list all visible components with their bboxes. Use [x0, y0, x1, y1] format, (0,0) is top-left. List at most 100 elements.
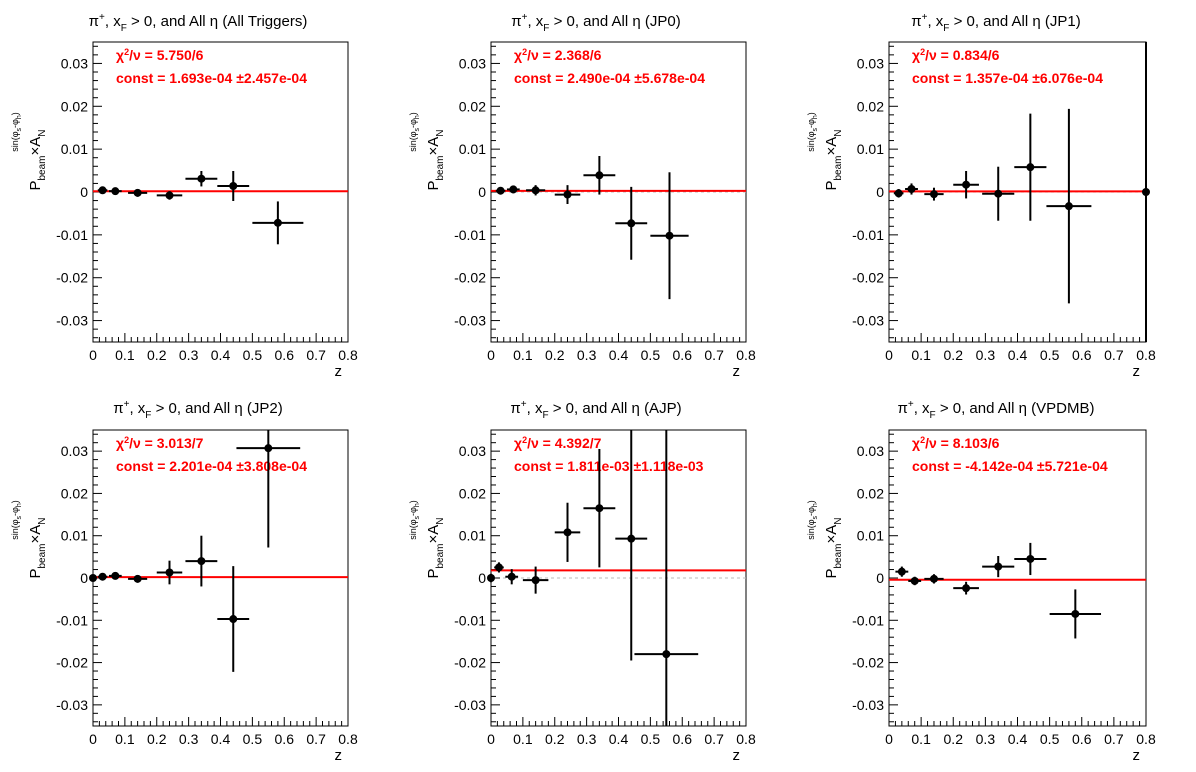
x-tick-label: 0.7 — [306, 731, 326, 747]
y-tick-label: 0.03 — [459, 55, 486, 71]
y-tick-label: 0.03 — [857, 443, 884, 459]
x-tick-label: 0 — [885, 731, 893, 747]
data-point — [994, 189, 1003, 198]
y-tick-label: -0.01 — [454, 227, 486, 243]
chart-title: π+, xF > 0, and All η (VPDMB) — [898, 399, 1095, 421]
x-tick-label: 0.5 — [641, 731, 661, 747]
chi2-stat: χ2/ν = 4.392/7 — [514, 435, 602, 451]
x-tick-label: 0.5 — [1040, 347, 1060, 363]
y-tick-label: 0.02 — [459, 485, 486, 501]
x-axis-label: z — [335, 747, 343, 764]
y-tick-label: -0.01 — [56, 612, 88, 628]
x-tick-label: 0.7 — [704, 347, 724, 363]
data-point — [897, 567, 906, 576]
y-tick-label: -0.01 — [852, 227, 884, 243]
x-axis-label: z — [733, 747, 741, 764]
x-tick-label: 0.1 — [115, 731, 135, 747]
data-point — [662, 650, 671, 659]
y-tick-label: -0.01 — [852, 612, 884, 628]
y-tick-label: -0.01 — [56, 227, 88, 243]
plot-panel: π+, xF > 0, and All η (AJP) 0 0.1 0.2 0.3 0.4… — [408, 399, 756, 764]
x-tick-label: 0.5 — [243, 347, 263, 363]
plot-panel: π+, xF > 0, and All η (JP1) 0 0.1 0.2 0.3 0.4… — [806, 12, 1156, 380]
x-tick-label: 0 — [885, 347, 893, 363]
x-tick-label: 0.6 — [275, 731, 295, 747]
y-tick-label: -0.02 — [454, 655, 486, 671]
x-tick-label: 0.8 — [736, 347, 756, 363]
x-tick-label: 0.2 — [147, 347, 167, 363]
data-point — [894, 189, 903, 198]
y-tick-label: 0 — [80, 184, 88, 200]
plot-panel: π+, xF > 0, and All η (All Triggers) 0 0.1… — [10, 12, 358, 380]
y-tick-label: 0.01 — [61, 528, 88, 544]
y-tick-label: 0.01 — [857, 141, 884, 157]
x-tick-label: 0.4 — [211, 731, 231, 747]
data-point — [1064, 202, 1073, 211]
x-axis-label: z — [335, 363, 343, 380]
data-point — [531, 576, 540, 585]
data-point — [1026, 163, 1035, 172]
plot-panel: π+, xF > 0, and All η (JP0) 0 0.1 0.2 0.3 0.4… — [408, 12, 756, 380]
y-axis-label: Pbeam×AN — [27, 129, 48, 190]
y-axis-label-superscript: sin(φs-φh) — [806, 500, 819, 540]
x-tick-label: 0.7 — [1104, 731, 1124, 747]
y-tick-label: -0.02 — [454, 270, 486, 286]
data-point — [165, 568, 174, 577]
data-point — [994, 562, 1003, 571]
x-tick-label: 0.3 — [577, 731, 597, 747]
x-tick-label: 0.5 — [1040, 731, 1060, 747]
y-axis-label-superscript: sin(φs-φh) — [806, 112, 819, 152]
x-tick-label: 0.6 — [1072, 731, 1092, 747]
y-tick-label: 0 — [876, 184, 884, 200]
data-point — [496, 186, 505, 195]
x-axis-label: z — [733, 363, 741, 380]
const-fit-stat: const = 1.357e-04 ±6.076e-04 — [912, 70, 1103, 86]
data-point — [98, 186, 107, 195]
y-tick-label: 0.03 — [857, 55, 884, 71]
data-point — [89, 574, 97, 582]
data-point — [1026, 554, 1035, 563]
x-tick-label: 0.3 — [976, 731, 996, 747]
y-tick-label: -0.02 — [852, 655, 884, 671]
y-tick-label: -0.03 — [56, 313, 88, 329]
data-point — [133, 188, 142, 197]
x-tick-label: 0 — [89, 731, 97, 747]
const-fit-stat: const = 1.811e-03 ±1.118e-03 — [514, 458, 704, 474]
x-tick-label: 0.4 — [1008, 347, 1028, 363]
y-axis-label: Pbeam×AN — [823, 129, 844, 190]
y-axis-label: Pbeam×AN — [823, 517, 844, 578]
y-tick-label: 0.01 — [459, 141, 486, 157]
x-tick-label: 0.3 — [179, 347, 199, 363]
x-tick-label: 0.3 — [976, 347, 996, 363]
chi2-stat: χ2/ν = 0.834/6 — [912, 47, 1000, 63]
x-tick-label: 0 — [487, 347, 495, 363]
const-fit-stat: const = -4.142e-04 ±5.721e-04 — [912, 458, 1108, 474]
x-axis-label: z — [1133, 363, 1141, 380]
x-tick-label: 0.7 — [306, 347, 326, 363]
x-tick-label: 0.4 — [1008, 731, 1028, 747]
x-tick-label: 0.7 — [704, 731, 724, 747]
x-tick-label: 0 — [487, 731, 495, 747]
plot-panel: π+, xF > 0, and All η (JP2) 0 0.1 0.2 0.3 0.4… — [10, 399, 358, 764]
y-tick-label: -0.02 — [56, 270, 88, 286]
x-tick-label: 0.5 — [243, 731, 263, 747]
chart-title: π+, xF > 0, and All η (JP0) — [511, 12, 680, 34]
x-tick-label: 0.6 — [275, 347, 295, 363]
y-tick-label: 0.02 — [857, 485, 884, 501]
data-point — [1142, 188, 1150, 196]
data-point — [133, 574, 142, 583]
y-tick-label: 0.03 — [61, 55, 88, 71]
x-tick-label: 0.4 — [609, 347, 629, 363]
x-axis-label: z — [1133, 747, 1141, 764]
x-tick-label: 0.8 — [338, 347, 358, 363]
chart-title: π+, xF > 0, and All η (AJP) — [510, 399, 681, 421]
data-point — [595, 504, 604, 513]
x-tick-label: 0.1 — [115, 347, 135, 363]
chi2-stat: χ2/ν = 2.368/6 — [514, 47, 602, 63]
data-point — [929, 190, 938, 199]
y-axis-label-superscript: sin(φs-φh) — [10, 500, 23, 540]
y-tick-label: -0.01 — [454, 612, 486, 628]
chi2-stat: χ2/ν = 3.013/7 — [116, 435, 204, 451]
x-tick-label: 0.1 — [911, 347, 931, 363]
